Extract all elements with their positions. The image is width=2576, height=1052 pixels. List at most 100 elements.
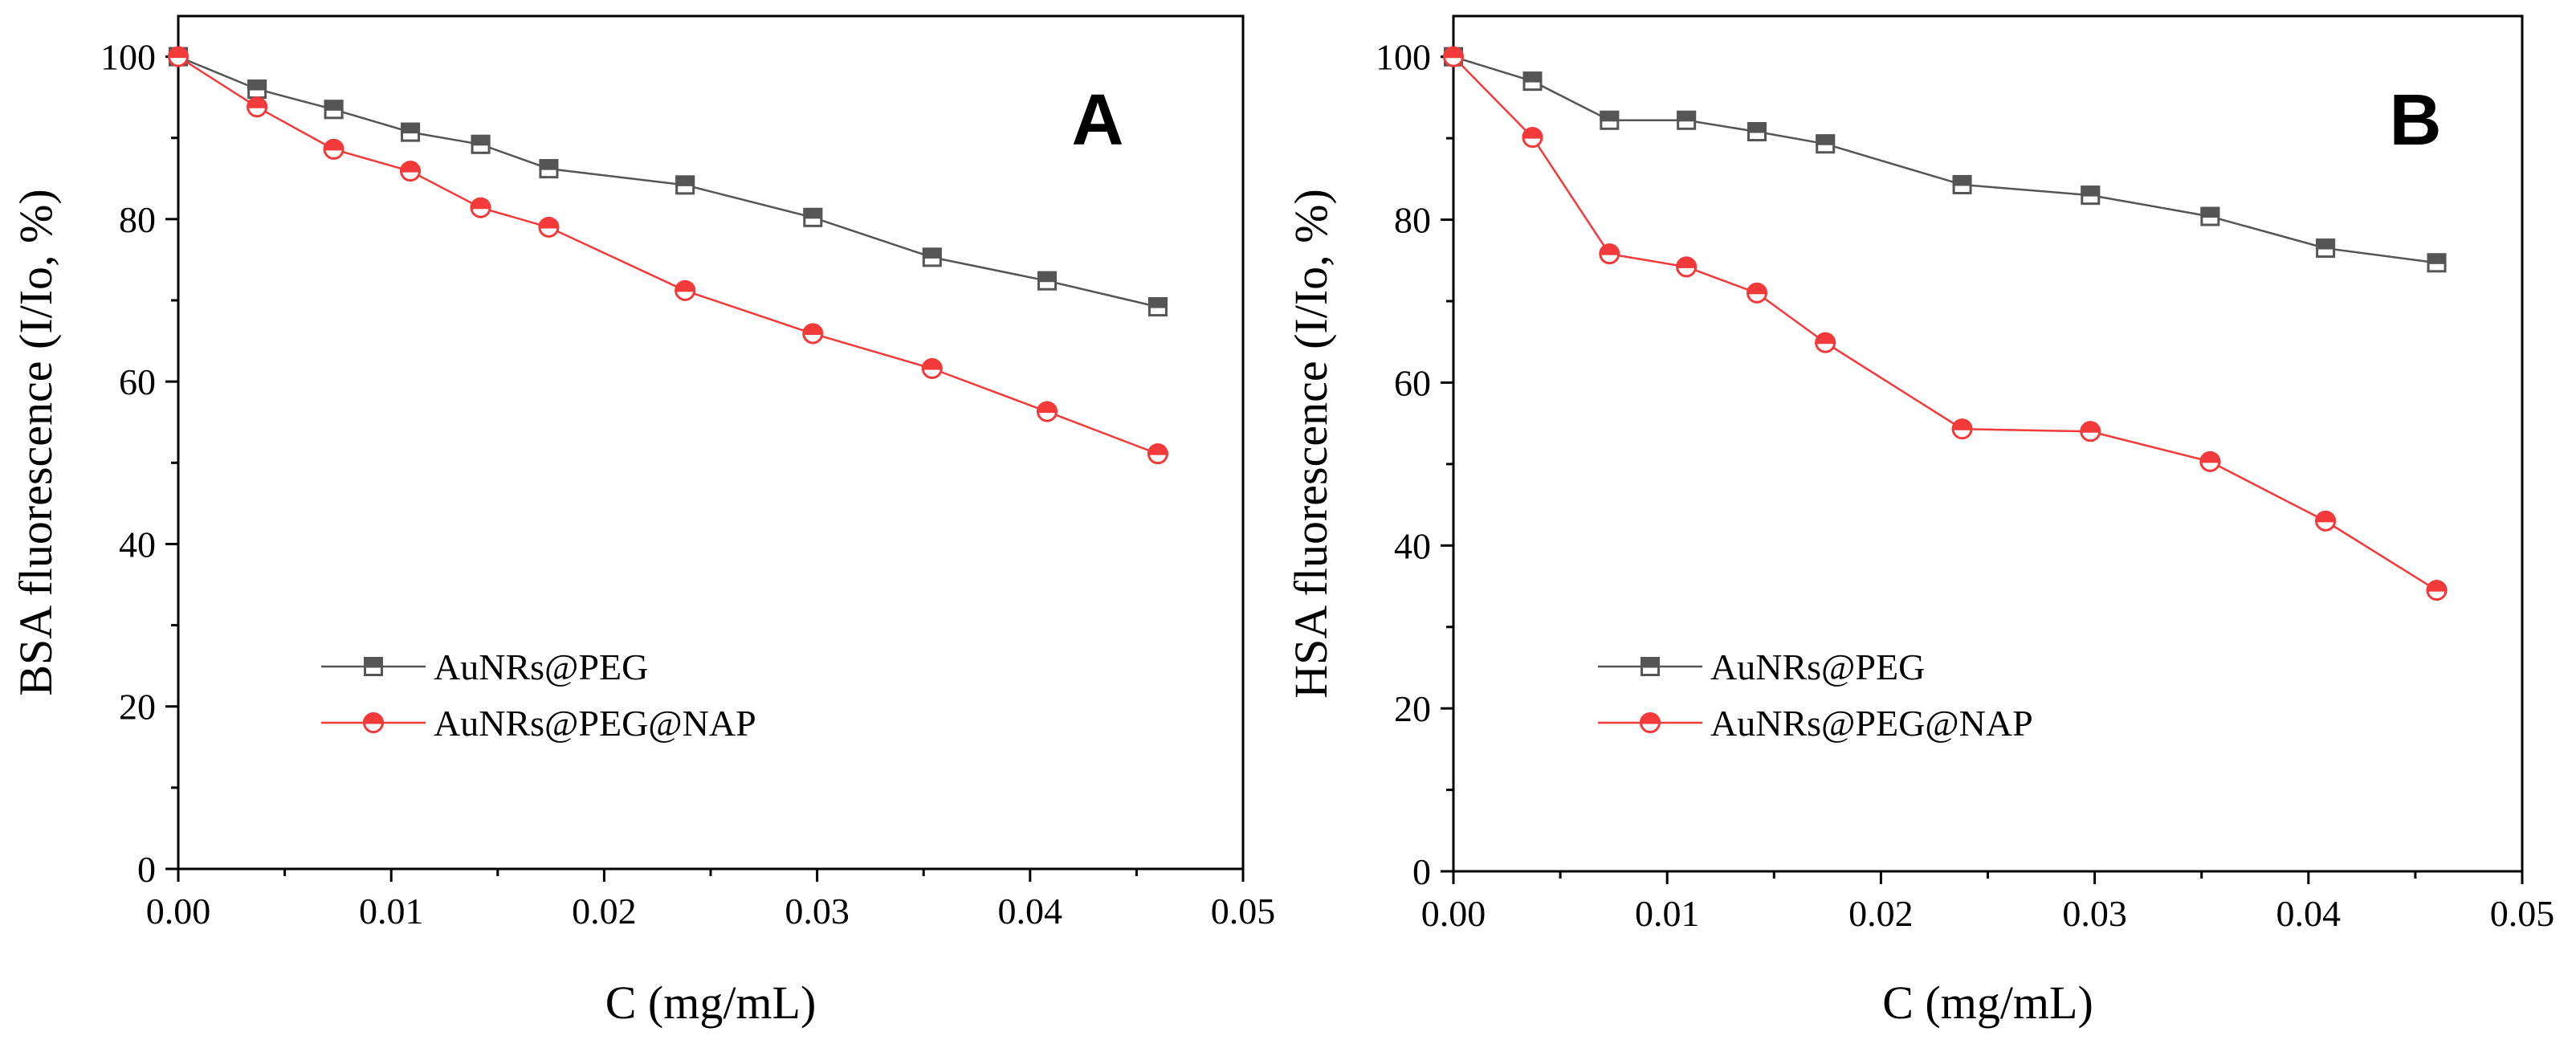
marker-fill bbox=[247, 96, 268, 108]
legend-label: AuNRs@PEG@NAP bbox=[1710, 703, 2033, 744]
marker-fill bbox=[1639, 712, 1661, 724]
data-point bbox=[1522, 127, 1543, 149]
marker-fill bbox=[1747, 122, 1767, 133]
y-tick-label: 0 bbox=[1412, 851, 1431, 892]
marker-fill bbox=[1676, 256, 1698, 268]
series-line bbox=[1453, 55, 2437, 264]
marker-fill bbox=[1147, 297, 1168, 308]
marker-fill bbox=[1599, 243, 1620, 255]
x-tick-label: 0.01 bbox=[1635, 893, 1700, 934]
data-point bbox=[2426, 580, 2448, 601]
marker-fill bbox=[1522, 127, 1543, 139]
marker-fill bbox=[1600, 110, 1620, 122]
marker-fill bbox=[471, 134, 491, 146]
x-tick-label: 0.04 bbox=[998, 891, 1063, 932]
data-point bbox=[921, 357, 943, 379]
marker-fill bbox=[1951, 418, 1973, 430]
data-point bbox=[2200, 206, 2220, 226]
marker-fill bbox=[1442, 46, 1465, 59]
y-tick-label: 20 bbox=[119, 687, 156, 728]
x-tick-label: 0.05 bbox=[1211, 891, 1276, 932]
x-tick-label: 0.03 bbox=[2062, 893, 2127, 934]
data-point bbox=[1147, 297, 1168, 317]
data-point bbox=[247, 96, 268, 118]
data-point bbox=[1676, 256, 1698, 278]
legend: AuNRs@PEG AuNRs@PEG@NAP bbox=[1598, 646, 2033, 744]
x-axis-title: C (mg/mL) bbox=[605, 977, 817, 1029]
marker-fill bbox=[2427, 253, 2447, 264]
series-line bbox=[177, 55, 1159, 308]
series-1 bbox=[1442, 46, 2448, 601]
marker-fill bbox=[1952, 174, 1972, 186]
marker-fill bbox=[803, 207, 823, 219]
x-tick-label: 0.02 bbox=[572, 891, 637, 932]
x-tick-label: 0.05 bbox=[2490, 893, 2555, 934]
marker-fill bbox=[364, 657, 383, 668]
marker-fill bbox=[1641, 657, 1660, 668]
data-point bbox=[803, 207, 823, 227]
series-1 bbox=[167, 46, 1168, 465]
marker-fill bbox=[400, 161, 422, 173]
data-point bbox=[323, 138, 344, 160]
marker-fill bbox=[323, 138, 344, 151]
data-point bbox=[538, 216, 560, 238]
legend-marker bbox=[364, 657, 383, 676]
panel-label: B bbox=[2390, 80, 2442, 161]
data-point bbox=[471, 134, 491, 154]
data-point bbox=[2080, 421, 2101, 442]
data-point bbox=[1747, 122, 1767, 142]
marker-fill bbox=[539, 159, 559, 170]
y-axis-title: BSA fluorescence (I/Io, %) bbox=[10, 189, 62, 695]
series-0 bbox=[1444, 47, 2447, 273]
legend-marker bbox=[1641, 657, 1660, 676]
marker-fill bbox=[324, 100, 344, 111]
data-point bbox=[539, 159, 559, 179]
data-point bbox=[2315, 510, 2337, 532]
y-tick-label: 80 bbox=[119, 199, 156, 240]
marker-fill bbox=[2080, 421, 2101, 433]
marker-fill bbox=[2200, 206, 2220, 218]
marker-fill bbox=[922, 247, 942, 259]
marker-fill bbox=[401, 122, 421, 134]
marker-fill bbox=[362, 712, 385, 724]
legend-marker bbox=[362, 712, 385, 733]
marker-fill bbox=[1037, 401, 1058, 414]
marker-fill bbox=[1037, 271, 1058, 283]
data-point bbox=[1746, 282, 1768, 304]
x-tick-label: 0.01 bbox=[359, 891, 424, 932]
y-tick-label: 40 bbox=[119, 524, 156, 565]
y-tick-label: 100 bbox=[100, 37, 156, 78]
x-axis-title: C (mg/mL) bbox=[1882, 977, 2093, 1029]
x-tick-label: 0.03 bbox=[785, 891, 850, 932]
marker-fill bbox=[167, 46, 190, 59]
data-point bbox=[1816, 134, 1836, 154]
legend: AuNRs@PEG AuNRs@PEG@NAP bbox=[321, 646, 756, 744]
y-tick-label: 0 bbox=[137, 849, 156, 890]
x-tick-label: 0.00 bbox=[1421, 893, 1486, 934]
data-point bbox=[1522, 71, 1543, 92]
data-point bbox=[1599, 243, 1620, 265]
y-tick-label: 100 bbox=[1376, 37, 1431, 78]
data-point bbox=[1037, 271, 1058, 291]
x-tick-label: 0.04 bbox=[2276, 893, 2342, 934]
marker-fill bbox=[1815, 332, 1836, 345]
data-point bbox=[1037, 401, 1058, 422]
series-line bbox=[1453, 55, 2438, 592]
marker-fill bbox=[247, 80, 267, 91]
legend-label: AuNRs@PEG bbox=[434, 646, 648, 687]
y-tick-label: 20 bbox=[1394, 688, 1431, 729]
legend-marker bbox=[1639, 712, 1661, 733]
marker-fill bbox=[675, 175, 695, 186]
marker-fill bbox=[538, 217, 560, 229]
data-point bbox=[1442, 46, 1465, 67]
data-point bbox=[2427, 253, 2447, 273]
marker-fill bbox=[921, 358, 943, 370]
x-tick-label: 0.02 bbox=[1848, 893, 1914, 934]
marker-fill bbox=[1147, 443, 1168, 455]
data-point bbox=[1677, 110, 1697, 130]
marker-fill bbox=[2315, 510, 2337, 523]
marker-fill bbox=[675, 279, 696, 292]
y-axis-title: HSA fluorescence (I/Io, %) bbox=[1285, 189, 1337, 699]
marker-fill bbox=[1816, 134, 1836, 145]
data-point bbox=[401, 122, 421, 142]
